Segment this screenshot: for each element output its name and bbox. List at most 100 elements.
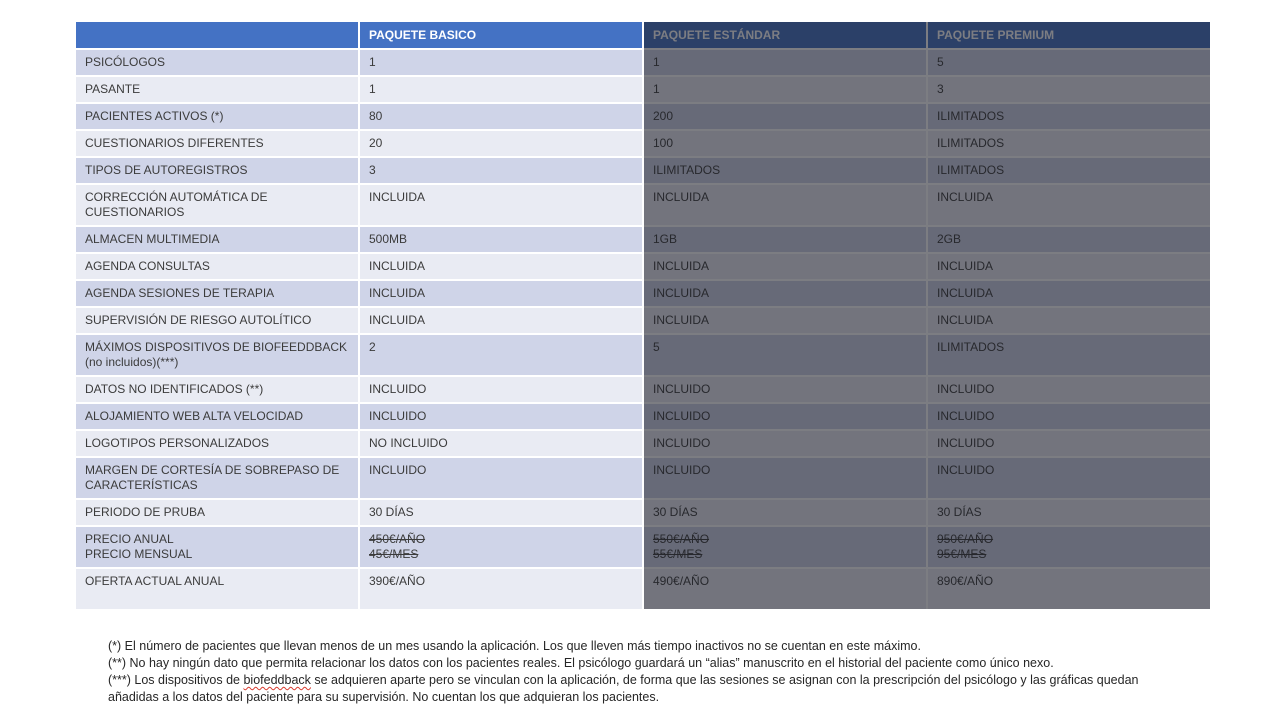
cell-text-line: INCLUIDA <box>937 190 994 204</box>
value-cell: INCLUIDA <box>360 185 642 225</box>
cell-text-line: INCLUIDA <box>369 259 426 273</box>
value-cell: INCLUIDA <box>928 185 1210 225</box>
cell-text-line: AGENDA SESIONES DE TERAPIA <box>85 286 275 300</box>
cell-text-line: 95€/MES <box>937 546 987 561</box>
cell-text-line: 20 <box>369 136 383 150</box>
value-cell: INCLUIDA <box>360 308 642 333</box>
value-cell: INCLUIDA <box>644 281 926 306</box>
cell-text-line: INCLUIDA <box>937 259 994 273</box>
feature-label-tipos-de-autoregistros: TIPOS DE AUTOREGISTROS <box>76 158 358 183</box>
value-cell: 30 DÍAS <box>928 500 1210 525</box>
value-cell: INCLUIDA <box>644 308 926 333</box>
table-row: OFERTA ACTUAL ANUAL 390€/AÑO 490€/AÑO 890€/… <box>76 569 1212 609</box>
value-cell: 1 <box>644 50 926 75</box>
value-cell: INCLUIDO <box>360 404 642 429</box>
cell-text-line: ALMACEN MULTIMEDIA <box>85 232 220 246</box>
value-cell: INCLUIDO <box>928 404 1210 429</box>
cell-text-line: INCLUIDA <box>653 313 710 327</box>
value-cell: 100 <box>644 131 926 156</box>
cell-text-line: CORRECCIÓN AUTOMÁTICA DE <box>85 190 268 204</box>
cell-text-line: PAQUETE BASICO <box>369 28 477 42</box>
cell-text-line: 950€/AÑO <box>937 532 994 546</box>
cell-text-line: 200 <box>653 109 674 123</box>
table-row: LOGOTIPOS PERSONALIZADOS NO INCLUIDO INCLU… <box>76 431 1212 456</box>
footnote: (*) El número de pacientes que llevan me… <box>108 638 1164 655</box>
table-row: CUESTIONARIOS DIFERENTES 20 100 ILIMITADOS <box>76 131 1212 156</box>
cell-text-line: PAQUETE PREMIUM <box>937 28 1055 42</box>
misspelled-word: biofeddback <box>243 673 311 687</box>
cell-text-line: INCLUIDO <box>937 436 995 450</box>
cell-text-line: 1GB <box>653 232 678 246</box>
cell-text-line: INCLUIDA <box>937 286 994 300</box>
cell-text-line: CUESTIONARIOS <box>85 204 185 219</box>
cell-text-line: PRECIO ANUAL <box>85 532 174 546</box>
value-cell: ILIMITADOS <box>928 131 1210 156</box>
column-header-blank <box>76 22 358 48</box>
feature-label-alojamiento-web-alta-velocidad: ALOJAMIENTO WEB ALTA VELOCIDAD <box>76 404 358 429</box>
cell-text-line: 5 <box>937 55 944 69</box>
value-cell: INCLUIDO <box>360 377 642 402</box>
feature-label-datos-no-identificados: DATOS NO IDENTIFICADOS (**) <box>76 377 358 402</box>
table-header-row: PAQUETE BASICO PAQUETE ESTÁNDAR PAQUETE PR… <box>76 22 1212 48</box>
cell-text-line: 490€/AÑO <box>653 574 710 588</box>
value-cell: ILIMITADOS <box>928 104 1210 129</box>
value-cell: INCLUIDO <box>928 377 1210 402</box>
cell-text-line: 3 <box>937 82 944 96</box>
cell-text-line: INCLUIDO <box>369 382 427 396</box>
cell-text-line: INCLUIDA <box>369 286 426 300</box>
cell-text-line: ILIMITADOS <box>937 109 1005 123</box>
value-cell: 1GB <box>644 227 926 252</box>
value-cell: 2 <box>360 335 642 375</box>
cell-text-line: INCLUIDO <box>653 436 711 450</box>
cell-text-line: 45€/MES <box>369 546 419 561</box>
value-cell: ILIMITADOS <box>928 158 1210 183</box>
cell-text-line: 500MB <box>369 232 408 246</box>
cell-text-line: PAQUETE ESTÁNDAR <box>653 28 781 42</box>
cell-text-line: ALOJAMIENTO WEB ALTA VELOCIDAD <box>85 409 304 423</box>
value-cell: INCLUIDA <box>928 254 1210 279</box>
cell-text-line: 390€/AÑO <box>369 574 426 588</box>
feature-label-agenda-sesiones-de-terapia: AGENDA SESIONES DE TERAPIA <box>76 281 358 306</box>
table-row: PACIENTES ACTIVOS (*) 80 200 ILIMITADOS <box>76 104 1212 129</box>
cell-text-line: INCLUIDA <box>369 190 426 204</box>
cell-text-line: ILIMITADOS <box>653 163 721 177</box>
footnotes: (*) El número de pacientes que llevan me… <box>108 638 1164 706</box>
column-header-paquete-basico: PAQUETE BASICO <box>360 22 642 48</box>
cell-text-line: MARGEN DE CORTESÍA DE SOBREPASO DE <box>85 463 340 477</box>
cell-text-line: ILIMITADOS <box>937 163 1005 177</box>
value-cell: INCLUIDO <box>644 404 926 429</box>
value-cell: INCLUIDO <box>360 458 642 498</box>
cell-text-line: OFERTA ACTUAL ANUAL <box>85 574 225 588</box>
cell-text-line: INCLUIDO <box>369 463 427 477</box>
value-cell: 200 <box>644 104 926 129</box>
cell-text-line: LOGOTIPOS PERSONALIZADOS <box>85 436 270 450</box>
cell-text-line: 1 <box>369 55 376 69</box>
cell-text-line: INCLUIDA <box>937 313 994 327</box>
cell-text-line: 100 <box>653 136 674 150</box>
cell-text-line: PASANTE <box>85 82 141 96</box>
cell-text-line: INCLUIDO <box>937 463 995 477</box>
column-header-paquete-estandar: PAQUETE ESTÁNDAR <box>644 22 926 48</box>
cell-text-line: INCLUIDO <box>937 382 995 396</box>
footnote-text: (*) El número de pacientes que llevan me… <box>108 639 921 653</box>
value-cell: INCLUIDO <box>928 431 1210 456</box>
cell-text-line: INCLUIDO <box>653 409 711 423</box>
cell-text-line: INCLUIDA <box>653 190 710 204</box>
table-row: CORRECCIÓN AUTOMÁTICA DE CUESTIONARIOS INC… <box>76 185 1212 225</box>
feature-label-psicologos: PSICÓLOGOS <box>76 50 358 75</box>
value-cell: INCLUIDO <box>928 458 1210 498</box>
cell-text-line: 80 <box>369 109 383 123</box>
table-row: PSICÓLOGOS 1 1 5 <box>76 50 1212 75</box>
value-cell: 3 <box>360 158 642 183</box>
footnote-text: (***) Los dispositivos de <box>108 673 244 687</box>
value-cell: 1 <box>360 77 642 102</box>
cell-text-line: INCLUIDA <box>653 286 710 300</box>
feature-label-oferta-actual-anual: OFERTA ACTUAL ANUAL <box>76 569 358 609</box>
cell-text-line: 3 <box>369 163 376 177</box>
feature-label-correccion-automatica-de: CORRECCIÓN AUTOMÁTICA DE CUESTIONARIOS <box>76 185 358 225</box>
feature-label-agenda-consultas: AGENDA CONSULTAS <box>76 254 358 279</box>
value-cell: 30 DÍAS <box>360 500 642 525</box>
table-row: ALOJAMIENTO WEB ALTA VELOCIDAD INCLUIDO IN… <box>76 404 1212 429</box>
feature-label-supervision-de-riesgo-autolitico: SUPERVISIÓN DE RIESGO AUTOLÍTICO <box>76 308 358 333</box>
feature-label-precio-anual: PRECIO ANUAL PRECIO MENSUAL <box>76 527 358 567</box>
